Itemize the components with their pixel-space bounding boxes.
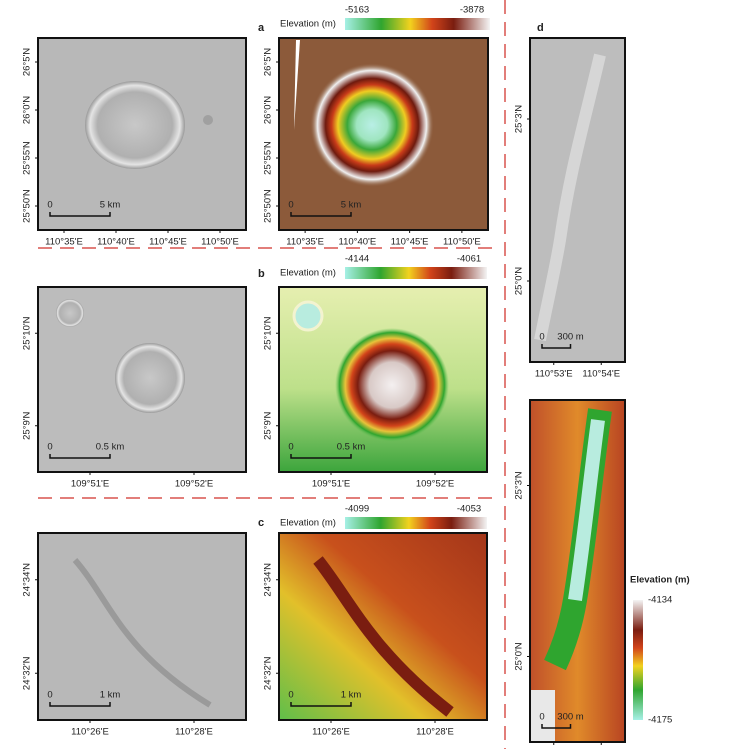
longitude-label: 110°28'E (175, 727, 213, 738)
longitude-label: 110°54'E (582, 369, 620, 380)
colorbar-max: -3878 (460, 5, 484, 16)
longitude-label: 109°51'E (312, 479, 350, 490)
colorbar-title: Elevation (m) (280, 518, 336, 529)
image-frame (278, 532, 488, 721)
image-gray-c (38, 533, 246, 720)
image-frame (37, 532, 247, 721)
longitude-label: 110°45'E (391, 237, 429, 248)
latitude-label: 25°3'N (514, 105, 525, 133)
colorbar-max: -4134 (648, 595, 672, 606)
longitude-label: 110°35'E (286, 237, 324, 248)
colorbar (345, 18, 490, 30)
image-gray-d (530, 38, 625, 362)
colorbar-min: -4144 (345, 254, 369, 265)
image-elevation-d (530, 400, 625, 742)
longitude-label: 109°51'E (71, 479, 109, 490)
image-frame (529, 37, 626, 363)
latitude-label: 25°0'N (514, 267, 525, 295)
panel-label: d (537, 22, 544, 34)
scale-bar (49, 212, 111, 217)
latitude-label: 26°0'N (263, 96, 274, 124)
latitude-label: 25°10'N (22, 316, 33, 350)
image-elevation-a (279, 38, 488, 230)
panel-label: c (258, 517, 264, 529)
image-frame (529, 399, 626, 743)
longitude-label: 110°40'E (97, 237, 135, 248)
longitude-label: 110°28'E (416, 727, 454, 738)
latitude-label: 25°3'N (514, 471, 525, 499)
image-frame (278, 286, 488, 473)
scale-bar-end: 0.5 km (337, 442, 366, 453)
colorbar-title: Elevation (m) (630, 575, 690, 586)
scale-bar (290, 454, 352, 459)
longitude-label: 110°50'E (201, 237, 239, 248)
latitude-label: 25°9'N (263, 411, 274, 439)
scale-bar-end: 5 km (100, 200, 121, 211)
panel-label: a (258, 22, 265, 34)
latitude-label: 26°5'N (22, 48, 33, 76)
scale-bar-end: 300 m (557, 712, 583, 723)
scale-bar-start: 0 (539, 332, 544, 343)
colorbar (345, 517, 487, 529)
scale-bar-end: 0.5 km (96, 442, 125, 453)
latitude-label: 25°55'N (22, 141, 33, 175)
scale-bar-start: 0 (47, 442, 52, 453)
latitude-label: 24°34'N (22, 563, 33, 597)
scale-bar (290, 702, 352, 707)
scale-bar-end: 1 km (100, 690, 121, 701)
image-gray-b (38, 287, 246, 472)
scale-bar-end: 1 km (341, 690, 362, 701)
scale-bar-start: 0 (288, 200, 293, 211)
longitude-label: 109°52'E (416, 479, 454, 490)
longitude-label: 110°45'E (149, 237, 187, 248)
longitude-label: 110°35'E (45, 237, 83, 248)
colorbar-max: -4061 (457, 254, 481, 265)
latitude-label: 24°32'N (263, 656, 274, 690)
scale-bar (290, 212, 352, 217)
latitude-label: 25°10'N (263, 316, 274, 350)
scale-bar-end: 300 m (557, 332, 583, 343)
image-frame (37, 286, 247, 473)
latitude-label: 24°34'N (263, 563, 274, 597)
colorbar (345, 267, 487, 279)
scale-bar (541, 344, 572, 349)
longitude-label: 110°53'E (535, 369, 573, 380)
scale-bar-start: 0 (288, 442, 293, 453)
colorbar-title: Elevation (m) (280, 19, 336, 30)
scale-bar-end: 5 km (341, 200, 362, 211)
latitude-label: 25°0'N (514, 642, 525, 670)
colorbar-min: -5163 (345, 5, 369, 16)
longitude-label: 109°52'E (175, 479, 213, 490)
image-gray-a (38, 38, 246, 230)
colorbar-min: -4099 (345, 504, 369, 515)
colorbar-title: Elevation (m) (280, 268, 336, 279)
colorbar-min: -4175 (648, 715, 672, 726)
latitude-label: 26°5'N (263, 48, 274, 76)
colorbar-max: -4053 (457, 504, 481, 515)
panel-label: b (258, 268, 265, 280)
scale-bar-start: 0 (539, 712, 544, 723)
latitude-label: 25°9'N (22, 411, 33, 439)
longitude-label: 110°50'E (443, 237, 481, 248)
scale-bar-start: 0 (47, 200, 52, 211)
latitude-label: 25°50'N (263, 189, 274, 223)
scale-bar-start: 0 (288, 690, 293, 701)
scale-bar (49, 702, 111, 707)
longitude-label: 110°26'E (312, 727, 350, 738)
image-elevation-b (279, 287, 487, 472)
longitude-label: 110°40'E (339, 237, 377, 248)
image-frame (278, 37, 489, 231)
latitude-label: 26°0'N (22, 96, 33, 124)
latitude-label: 25°50'N (22, 189, 33, 223)
scale-bar-start: 0 (47, 690, 52, 701)
latitude-label: 24°32'N (22, 656, 33, 690)
colorbar (633, 600, 643, 720)
latitude-label: 25°55'N (263, 141, 274, 175)
longitude-label: 110°26'E (71, 727, 109, 738)
image-frame (37, 37, 247, 231)
image-elevation-c (279, 533, 487, 720)
scale-bar (49, 454, 111, 459)
scale-bar (541, 724, 572, 729)
